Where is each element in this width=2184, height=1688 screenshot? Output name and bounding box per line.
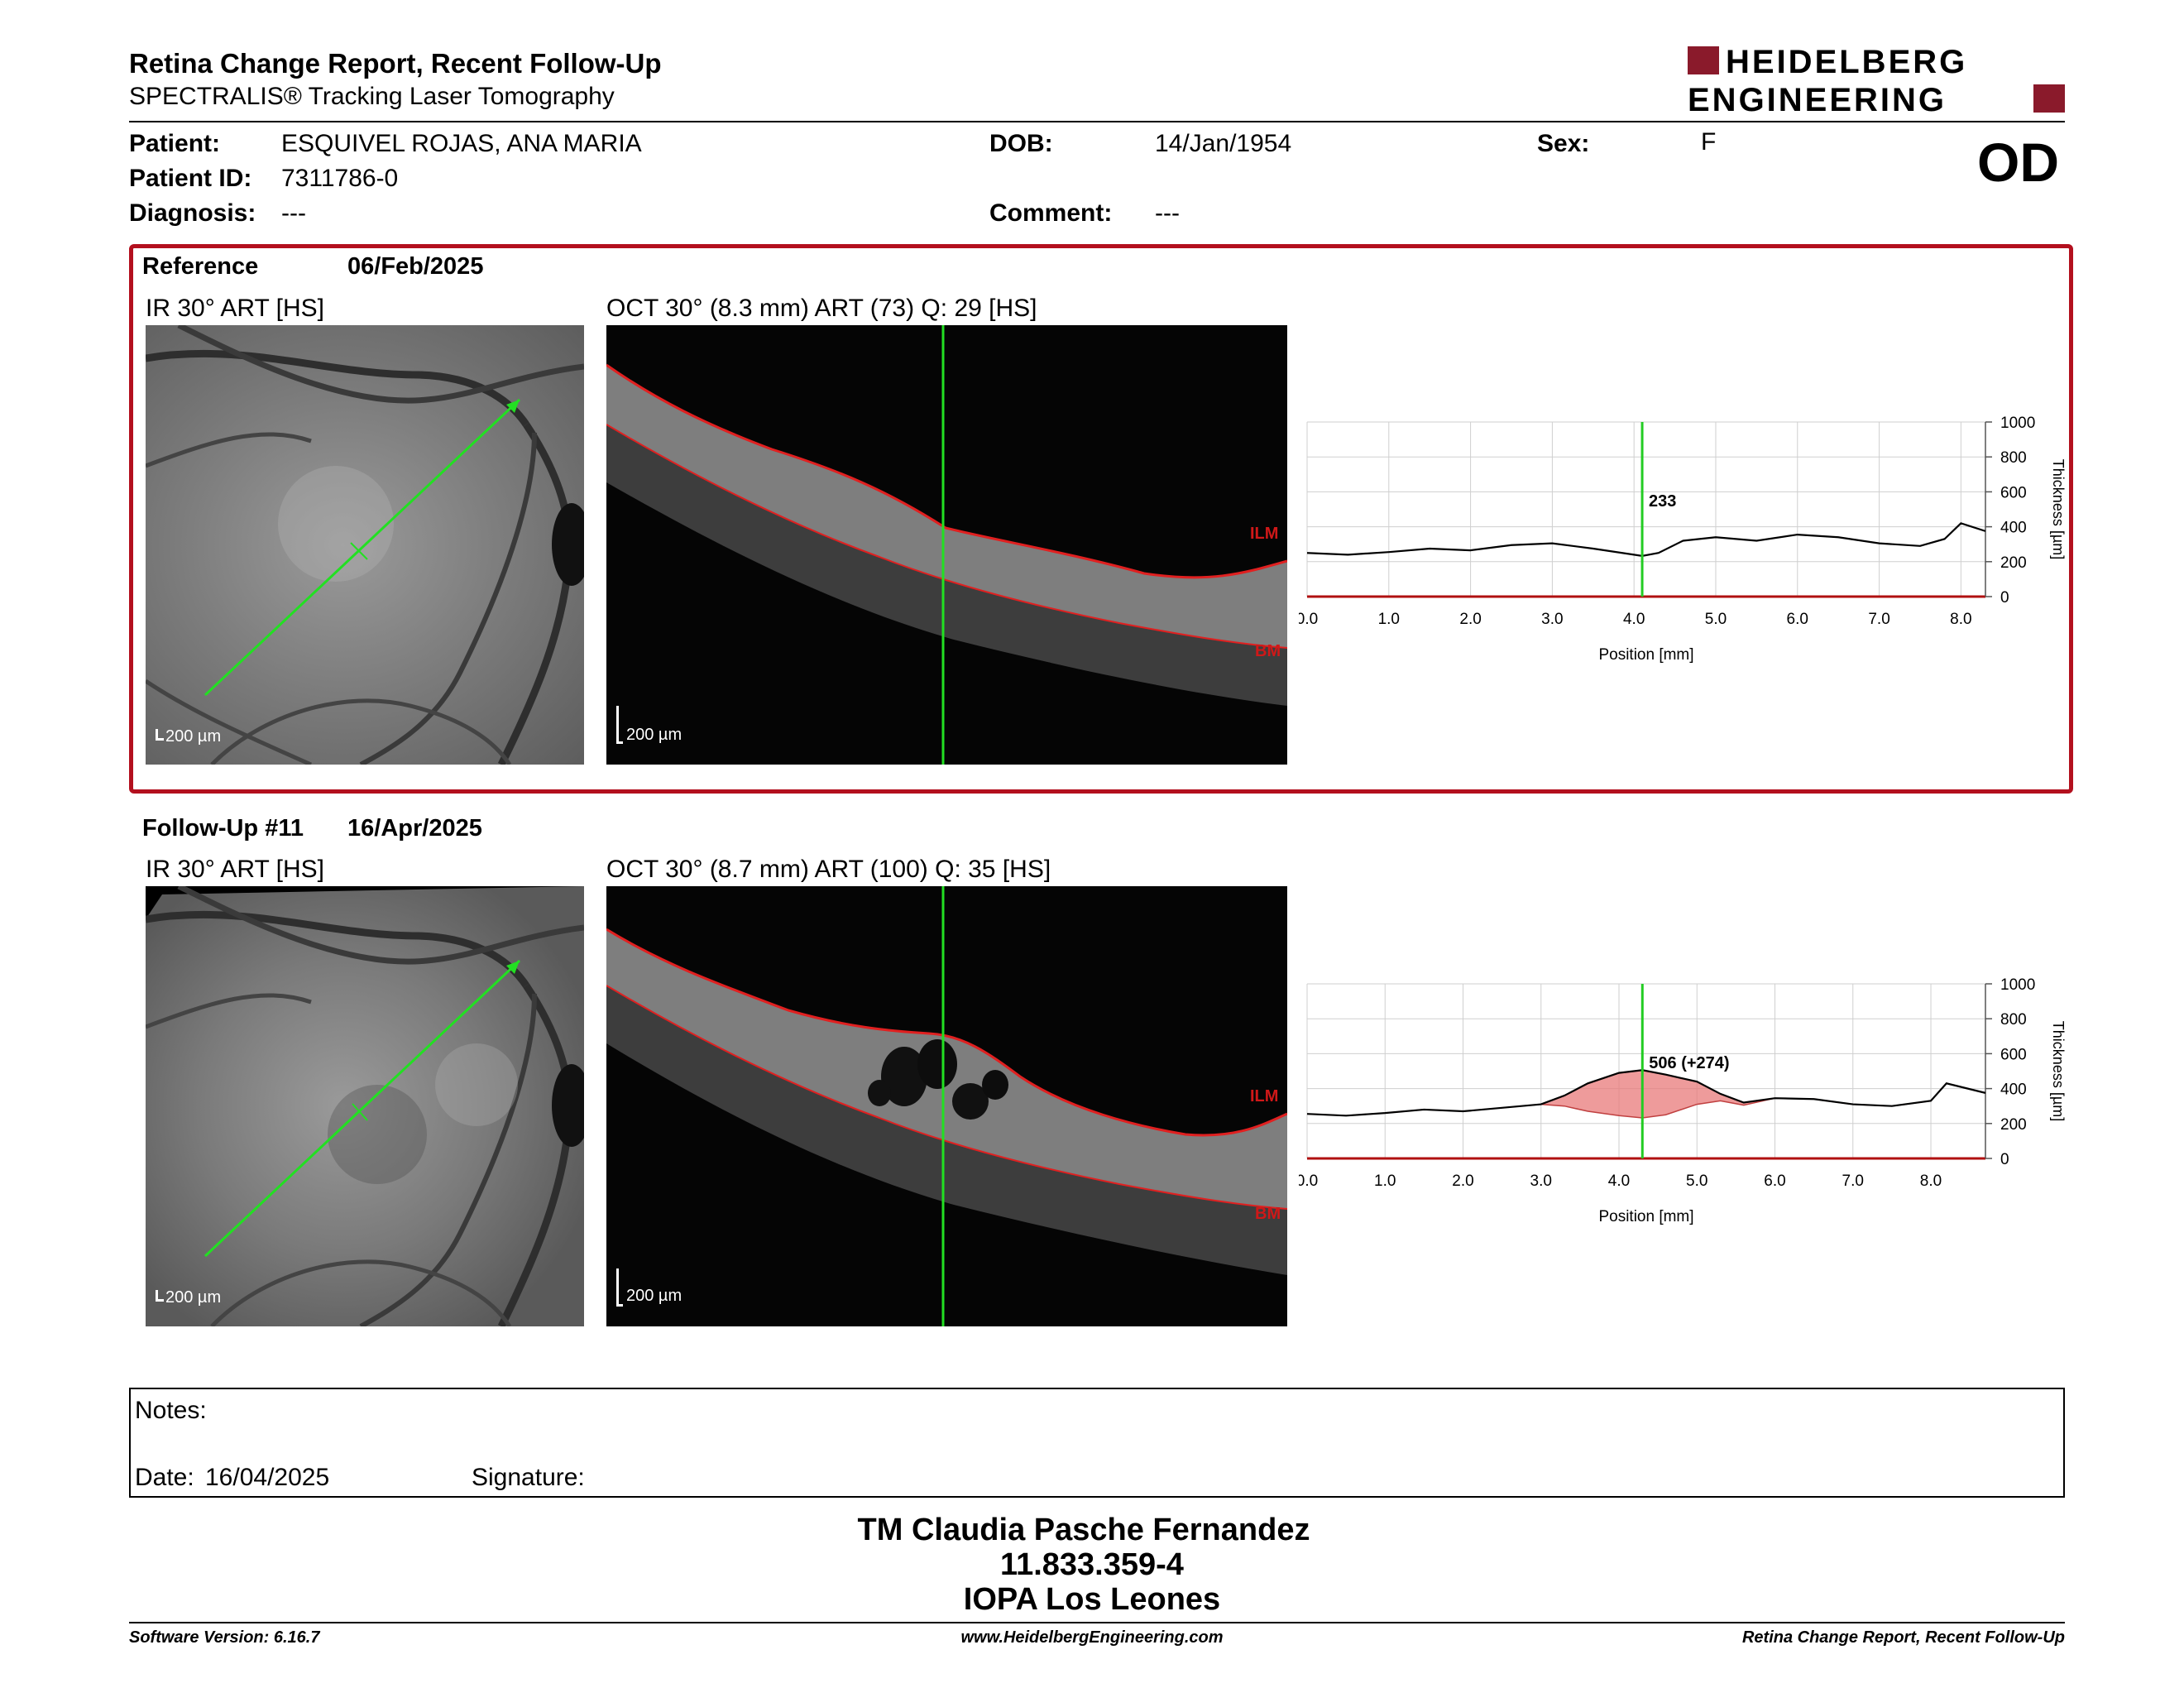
cursor-value-label: 506 (+274) (1649, 1054, 1729, 1072)
x-tick-label: 4.0 (1608, 1172, 1630, 1190)
cursor-value-label: 233 (1649, 492, 1676, 511)
y-tick-label: 200 (2000, 554, 2027, 572)
x-tick-label: 5.0 (1705, 611, 1727, 628)
reference-label: Reference (142, 253, 259, 280)
reference-ir-image: 200 µm (146, 325, 584, 765)
x-tick-label: 8.0 (1920, 1172, 1942, 1190)
y-tick-label: 600 (2000, 1046, 2027, 1063)
comment-value: --- (1155, 199, 1180, 227)
thickness-change-area (1307, 1070, 1985, 1119)
patient-id-label: Patient ID: (129, 165, 252, 192)
svg-text:BM: BM (1255, 642, 1281, 660)
x-tick-label: 3.0 (1530, 1172, 1552, 1190)
ir-scale-label: 200 µm (165, 727, 222, 746)
x-axis-label: Position [mm] (1598, 646, 1693, 664)
ir-scale-bar (156, 1290, 164, 1302)
notes-box (129, 1388, 2065, 1498)
diagnosis-value: --- (281, 199, 306, 227)
x-tick-label: 2.0 (1459, 611, 1481, 628)
header-rule (129, 121, 2065, 122)
signer-id: 11.833.359-4 (1000, 1547, 1184, 1582)
heidelberg-logo: HEIDELBERG ENGINEERING (1688, 44, 2065, 117)
notes-label: Notes: (135, 1397, 207, 1424)
footer-rule (129, 1622, 2065, 1623)
followup-oct-label: OCT 30° (8.7 mm) ART (100) Q: 35 [HS] (606, 856, 1051, 883)
reference-oct-image: ILM BM 200 µm (606, 325, 1287, 765)
ir-scale-label: 200 µm (165, 1288, 222, 1307)
x-tick-label: 0.0 (1299, 611, 1318, 628)
x-tick-label: 2.0 (1452, 1172, 1473, 1190)
y-tick-label: 200 (2000, 1116, 2027, 1134)
x-tick-label: 5.0 (1686, 1172, 1707, 1190)
ir-scale-bar (156, 729, 164, 741)
x-tick-label: 1.0 (1374, 1172, 1396, 1190)
followup-oct-image: ILM BM 200 µm (606, 886, 1287, 1326)
dob-label: DOB: (989, 130, 1053, 157)
y-axis-label: Thickness [µm] (2050, 1021, 2067, 1121)
reference-oct-label: OCT 30° (8.3 mm) ART (73) Q: 29 [HS] (606, 295, 1037, 322)
thickness-line (1306, 1069, 1986, 1117)
svg-text:ILM: ILM (1250, 1087, 1278, 1105)
y-tick-label: 400 (2000, 520, 2027, 537)
thickness-chart-svg: 0.0 1.0 2.0 3.0 4.0 5.0 6.0 7.0 8.0 0 200 400 600 800… (1296, 415, 2067, 664)
y-tick-label: 800 (2000, 449, 2027, 467)
thickness-line (1306, 522, 1986, 557)
comment-label: Comment: (989, 199, 1113, 227)
oct-scale-bar (616, 1268, 623, 1307)
x-tick-label: 1.0 (1378, 611, 1400, 628)
x-tick-label: 7.0 (1868, 611, 1889, 628)
thickness-chart-svg: 0.0 1.0 2.0 3.0 4.0 5.0 6.0 7.0 8.0 0 200 400 600 800… (1296, 976, 2067, 1225)
reference-thickness-chart: 0.0 1.0 2.0 3.0 4.0 5.0 6.0 7.0 8.0 0 200 400 600 800… (1296, 410, 2068, 674)
sex-value: F (1701, 128, 1717, 156)
y-tick-label: 0 (2000, 589, 2009, 607)
patient-label: Patient: (129, 130, 221, 157)
notes-date-label: Date: (135, 1464, 194, 1491)
website: www.HeidelbergEngineering.com (960, 1628, 1224, 1647)
eye-laterality: OD (1977, 132, 2059, 193)
y-tick-label: 800 (2000, 1011, 2027, 1029)
notes-date-value: 16/04/2025 (205, 1464, 330, 1491)
y-tick-label: 0 (2000, 1151, 2009, 1168)
y-tick-label: 400 (2000, 1081, 2027, 1099)
dob-value: 14/Jan/1954 (1155, 130, 1292, 157)
y-tick-label: 600 (2000, 484, 2027, 501)
reference-ir-label: IR 30° ART [HS] (146, 295, 324, 322)
sex-label: Sex: (1537, 130, 1590, 157)
patient-name: ESQUIVEL ROJAS, ANA MARIA (281, 130, 642, 157)
oct-scale-label: 200 µm (626, 726, 682, 744)
svg-text:HEIDELBERG: HEIDELBERG (1726, 44, 1967, 80)
signer-name: TM Claudia Pasche Fernandez (857, 1513, 1310, 1547)
followup-ir-label: IR 30° ART [HS] (146, 856, 324, 883)
followup-date: 16/Apr/2025 (347, 815, 482, 842)
y-tick-label: 1000 (2000, 976, 2035, 994)
x-axis-label: Position [mm] (1598, 1208, 1693, 1225)
followup-label: Follow-Up #11 (142, 815, 304, 842)
software-version: Software Version: 6.16.7 (129, 1628, 320, 1647)
patient-id: 7311786-0 (281, 165, 399, 192)
y-axis-label: Thickness [µm] (2050, 459, 2067, 559)
diagnosis-label: Diagnosis: (129, 199, 256, 227)
followup-ir-image: 200 µm (146, 886, 584, 1326)
oct-scale-label: 200 µm (626, 1287, 682, 1305)
x-tick-label: 4.0 (1623, 611, 1645, 628)
signature-label: Signature: (472, 1464, 585, 1491)
x-tick-label: 6.0 (1787, 611, 1808, 628)
signer-org: IOPA Los Leones (963, 1582, 1221, 1617)
report-name-footer: Retina Change Report, Recent Follow-Up (1741, 1628, 2065, 1647)
y-tick-label: 1000 (2000, 415, 2035, 432)
svg-text:BM: BM (1255, 1205, 1281, 1223)
oct-scale-bar (616, 706, 623, 744)
reference-date: 06/Feb/2025 (347, 253, 484, 280)
report-title: Retina Change Report, Recent Follow-Up (129, 48, 662, 79)
reference-box (129, 244, 2073, 794)
x-tick-label: 6.0 (1764, 1172, 1785, 1190)
svg-text:ILM: ILM (1250, 525, 1278, 543)
x-tick-label: 8.0 (1950, 611, 1971, 628)
x-tick-label: 7.0 (1842, 1172, 1864, 1190)
report-subtitle: SPECTRALIS® Tracking Laser Tomography (129, 83, 615, 110)
x-tick-label: 3.0 (1541, 611, 1563, 628)
svg-text:ENGINEERING: ENGINEERING (1688, 82, 1947, 117)
followup-thickness-chart: 0.0 1.0 2.0 3.0 4.0 5.0 6.0 7.0 8.0 0 200 400 600 800… (1296, 971, 2068, 1236)
x-tick-label: 0.0 (1299, 1172, 1318, 1190)
